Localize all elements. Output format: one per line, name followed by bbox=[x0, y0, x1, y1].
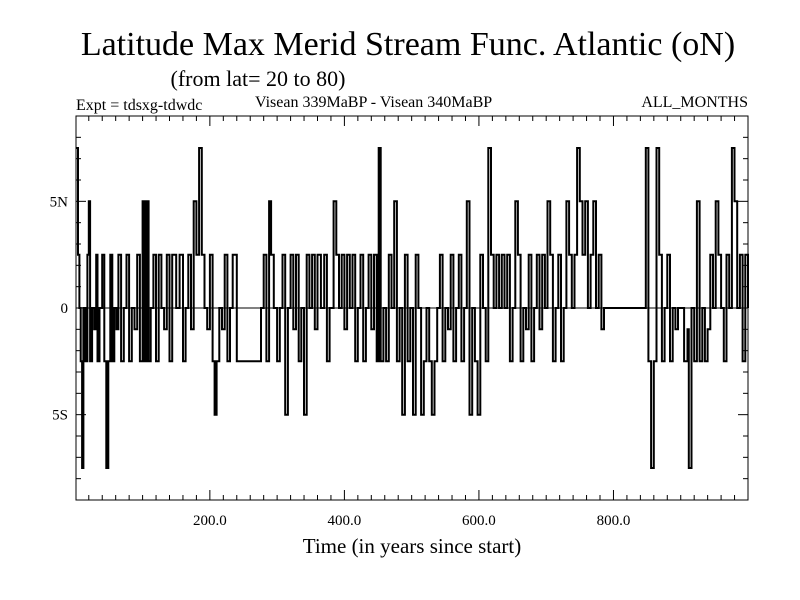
series-layer bbox=[76, 147, 749, 469]
series-line bbox=[76, 147, 749, 469]
x-tick-label: 800.0 bbox=[597, 513, 631, 529]
expt-label: Expt = tdsxg-tdwdc bbox=[76, 97, 202, 114]
y-tick-label: 5N bbox=[50, 194, 69, 210]
chart-subtitle: (from lat= 20 to 80) bbox=[171, 66, 346, 91]
comparison-label: Visean 339MaBP - Visean 340MaBP bbox=[255, 94, 492, 111]
months-label: ALL_MONTHS bbox=[641, 94, 748, 111]
y-tick-label: 0 bbox=[61, 301, 69, 317]
x-tick-label: 600.0 bbox=[462, 513, 496, 529]
x-tick-label: 200.0 bbox=[193, 513, 227, 529]
x-axis-label: Time (in years since start) bbox=[303, 534, 522, 558]
x-tick-label: 400.0 bbox=[328, 513, 362, 529]
chart-title: Latitude Max Merid Stream Func. Atlantic… bbox=[81, 26, 735, 63]
y-tick-label: 5S bbox=[52, 408, 68, 424]
